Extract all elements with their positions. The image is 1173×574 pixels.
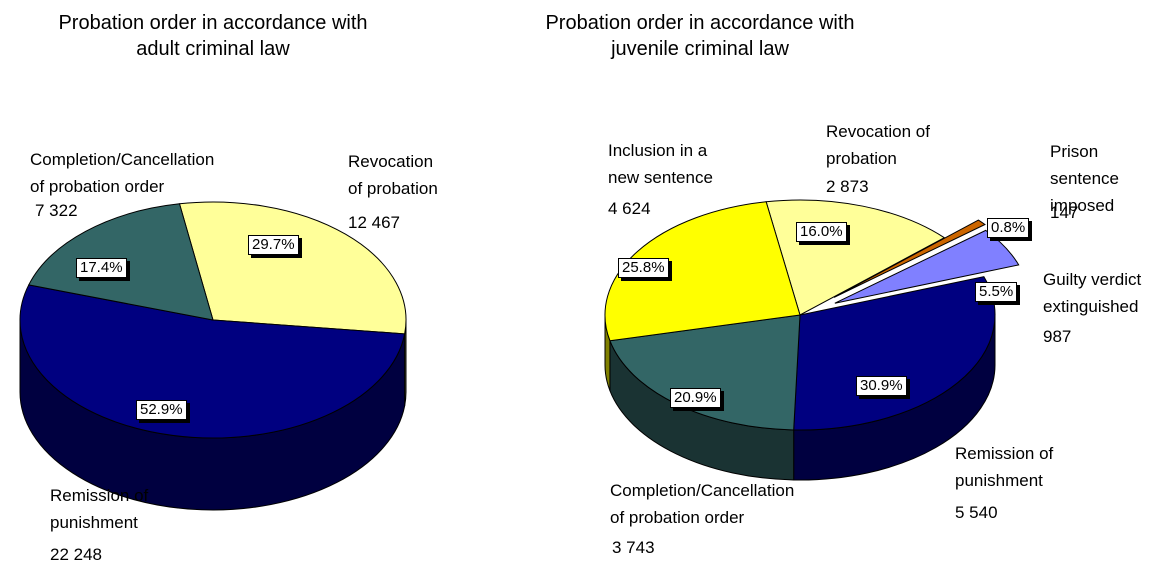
slice <box>793 276 996 431</box>
percent-label: 29.7% <box>248 235 299 255</box>
slice-name: Completion/Cancellation of probation ord… <box>610 481 795 527</box>
value-label: 147 <box>1050 203 1079 222</box>
percent-label: 17.4% <box>76 258 127 278</box>
slice <box>19 284 406 439</box>
slice <box>604 201 801 342</box>
percent-label: 30.9% <box>856 376 907 396</box>
slice <box>178 201 407 335</box>
slice-name: Remission of punishment <box>50 486 149 532</box>
value-label: 5 540 <box>955 503 998 522</box>
value-label: 3 743 <box>612 538 655 557</box>
slice-name: Inclusion in a new sentence <box>608 141 713 187</box>
value-label: 7 322 <box>35 201 78 220</box>
value-label: 4 624 <box>608 199 651 218</box>
chart-title: Probation order in accordance with adult… <box>58 12 368 60</box>
slice-name: Revocation of probation <box>348 152 438 198</box>
slice <box>833 219 986 298</box>
value-label: 987 <box>1043 327 1072 346</box>
value-label: 2 873 <box>826 177 869 196</box>
value-label: 12 467 <box>348 213 400 232</box>
slice-name: Remission of punishment <box>955 444 1054 490</box>
percent-label: 0.8% <box>987 218 1030 238</box>
slice-name: Guilty verdict extinguished <box>1043 270 1142 316</box>
percent-label: 5.5% <box>975 282 1018 302</box>
percent-label: 20.9% <box>670 388 721 408</box>
percent-label: 25.8% <box>618 258 669 278</box>
slice-name: Completion/Cancellation of probation ord… <box>30 150 215 196</box>
percent-label: 52.9% <box>136 400 187 420</box>
slice <box>834 229 1020 304</box>
percent-label: 16.0% <box>796 222 847 242</box>
value-label: 22 248 <box>50 545 102 564</box>
slice-name: Revocation of probation <box>826 122 930 168</box>
chart-title: Probation order in accordance with juven… <box>545 12 855 60</box>
slice-name: Prison sentence imposed <box>1050 142 1119 215</box>
